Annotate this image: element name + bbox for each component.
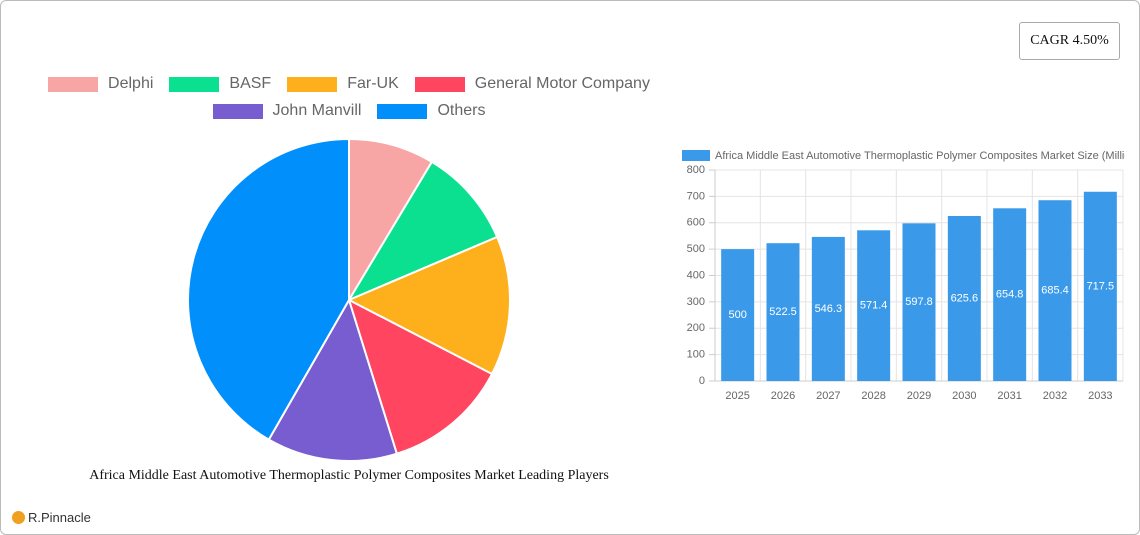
legend-label: Far-UK bbox=[347, 75, 399, 92]
y-tick-label: 600 bbox=[687, 217, 705, 229]
legend-item: BASF bbox=[169, 75, 271, 93]
data-label: 546.3 bbox=[815, 303, 843, 315]
data-label: 685.4 bbox=[1041, 285, 1069, 297]
legend-swatch bbox=[287, 76, 338, 92]
data-label: 597.8 bbox=[905, 296, 933, 308]
legend-swatch bbox=[377, 103, 428, 119]
bar bbox=[993, 208, 1027, 381]
brand-name: R.Pinnacle bbox=[28, 510, 91, 525]
bar bbox=[947, 215, 981, 381]
y-tick-label: 400 bbox=[687, 269, 705, 281]
bar bbox=[721, 249, 755, 381]
x-tick-label: 2031 bbox=[997, 390, 1021, 402]
pie-slice bbox=[346, 235, 511, 376]
pie-slice bbox=[348, 137, 434, 304]
y-tick-label: 200 bbox=[687, 322, 705, 334]
bar bbox=[857, 230, 891, 381]
data-label: 654.8 bbox=[996, 289, 1024, 301]
x-tick-label: 2029 bbox=[907, 390, 931, 402]
x-tick-label: 2027 bbox=[816, 390, 840, 402]
data-label: 571.4 bbox=[860, 300, 888, 312]
legend-label: John Manvill bbox=[272, 102, 362, 119]
legend-label: Africa Middle East Automotive Thermoplas… bbox=[715, 150, 1139, 162]
legend-swatch bbox=[48, 76, 99, 92]
x-tick-label: 2033 bbox=[1088, 390, 1112, 402]
legend-label: Delphi bbox=[108, 75, 154, 92]
legend-swatch bbox=[414, 76, 465, 92]
legend-item: General Motor Company bbox=[414, 75, 650, 93]
legend-swatch bbox=[212, 103, 263, 119]
legend-swatch bbox=[169, 76, 220, 92]
y-tick-label: 800 bbox=[687, 164, 705, 176]
pie-slice bbox=[187, 137, 350, 441]
legend-swatch bbox=[682, 150, 710, 161]
brand-logo: R.Pinnacle bbox=[12, 510, 91, 525]
y-tick-label: 500 bbox=[687, 243, 705, 255]
data-label: 717.5 bbox=[1087, 280, 1115, 292]
y-tick-label: 0 bbox=[699, 375, 705, 387]
x-tick-label: 2028 bbox=[861, 390, 885, 402]
bar bbox=[766, 243, 800, 381]
x-tick-label: 2030 bbox=[952, 390, 976, 402]
legend-label: General Motor Company bbox=[474, 75, 650, 92]
data-label: 522.5 bbox=[769, 306, 797, 318]
legend-item: John Manvill bbox=[212, 102, 362, 120]
x-tick-label: 2032 bbox=[1043, 390, 1067, 402]
x-tick-label: 2025 bbox=[725, 390, 749, 402]
pie-slice bbox=[346, 160, 499, 303]
bar bbox=[902, 223, 936, 381]
data-label: 625.6 bbox=[951, 292, 979, 304]
bar bbox=[811, 236, 845, 381]
pie-slice bbox=[267, 297, 399, 462]
legend-label: Others bbox=[437, 102, 486, 119]
logo-icon bbox=[12, 511, 25, 524]
legend-item: Others bbox=[377, 102, 485, 120]
legend-label: BASF bbox=[229, 75, 272, 92]
legend-item: Delphi bbox=[48, 75, 153, 93]
y-tick-label: 100 bbox=[687, 349, 705, 361]
x-tick-label: 2026 bbox=[771, 390, 795, 402]
y-tick-label: 300 bbox=[687, 296, 705, 308]
bar bbox=[1038, 200, 1072, 381]
cagr-badge: CAGR 4.50% bbox=[1019, 22, 1120, 60]
pie-legend: Delphi BASF Far-UK General Motor Company Joh… bbox=[29, 75, 669, 120]
data-label: 500 bbox=[728, 309, 746, 321]
y-tick-label: 700 bbox=[687, 190, 705, 202]
bar bbox=[1083, 191, 1117, 381]
pie-title: Africa Middle East Automotive Thermoplas… bbox=[89, 468, 609, 483]
legend-item: Far-UK bbox=[287, 75, 399, 93]
pie-slice bbox=[347, 298, 494, 455]
